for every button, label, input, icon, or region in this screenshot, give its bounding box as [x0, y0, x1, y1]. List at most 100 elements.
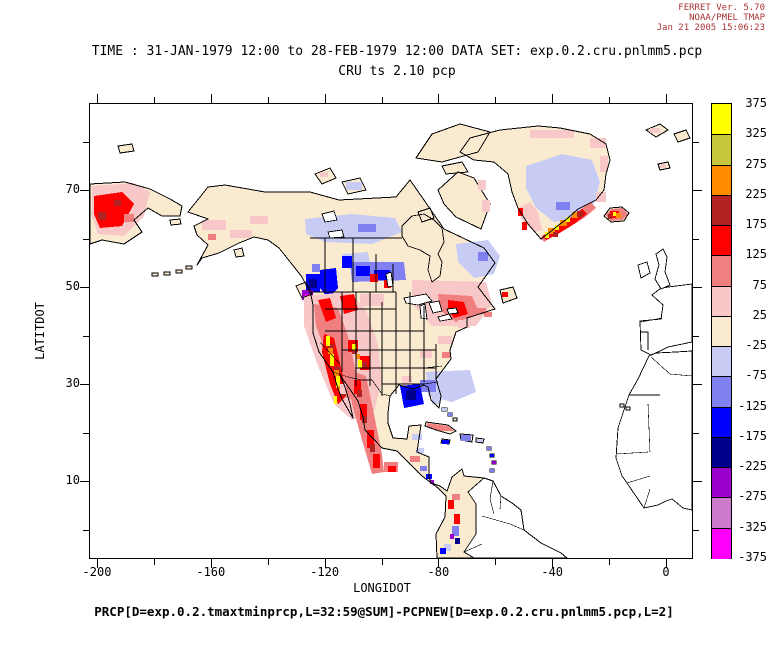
anomaly-greenland — [518, 130, 608, 242]
axis-tick — [83, 335, 89, 337]
colorbar-label: -75 — [745, 368, 767, 383]
y-tick-label: 10 — [65, 473, 80, 487]
colorbar-cell — [712, 104, 731, 135]
x-axis-label: LONGIDOT — [353, 581, 411, 595]
y-tick-label: 70 — [65, 182, 80, 196]
anomaly-colombia — [440, 494, 460, 554]
axis-tick — [97, 559, 98, 568]
anomaly-iceland-positive — [605, 128, 666, 221]
colorbar-label: -325 — [738, 519, 767, 534]
axis-tick — [693, 529, 699, 531]
axis-tick — [83, 141, 89, 143]
colorbar-cell — [712, 376, 731, 408]
colorbar-label: -375 — [738, 550, 767, 564]
anomaly-quebec-positive — [412, 280, 508, 328]
land-coastlines — [89, 123, 691, 559]
colorbar-label: 275 — [745, 156, 767, 171]
axis-tick — [552, 559, 554, 568]
colorbar-label: -175 — [738, 428, 767, 443]
anomaly-mexico-positive — [340, 372, 422, 474]
plot-title: TIME : 31-JAN-1979 12:00 to 28-FEB-1979 … — [91, 44, 703, 59]
x-tick-label: 0 — [662, 565, 670, 579]
axis-tick — [83, 529, 89, 531]
water-bodies — [321, 210, 459, 322]
x-tick-label: -120 — [310, 565, 340, 579]
y-axis-label: LATITDOT — [33, 302, 47, 360]
axis-tick — [80, 481, 89, 482]
axis-tick — [438, 559, 440, 568]
anomaly-alaska — [202, 216, 268, 240]
anomaly-chukotka-positive — [92, 183, 150, 236]
axis-tick — [666, 94, 667, 103]
colorbar-label: -225 — [738, 459, 767, 474]
axis-tick — [693, 238, 699, 240]
axis-tick — [693, 432, 699, 434]
ferret-version-stamp: FERRET Ver. 5.70 NOAA/PMEL TMAP Jan 21 2… — [657, 3, 765, 33]
stamp-version: FERRET Ver. 5.70 — [678, 3, 765, 13]
axis-tick — [267, 97, 269, 103]
colorbar-cell — [712, 285, 731, 317]
colorbar-cell — [712, 406, 731, 438]
axis-tick — [438, 94, 440, 103]
colorbar-cell — [712, 255, 731, 287]
axis-tick — [324, 94, 326, 103]
axis-tick — [609, 559, 611, 565]
plot-subtitle: CRU ts 2.10 pcp — [338, 64, 456, 79]
anomaly-map-svg — [89, 123, 693, 559]
axis-tick — [267, 559, 269, 565]
axis-tick — [693, 141, 699, 143]
axis-tick — [693, 190, 702, 191]
anomaly-caribbean — [427, 408, 496, 472]
x-tick-label: -160 — [196, 565, 226, 579]
axis-tick — [83, 432, 89, 434]
axis-tick — [324, 559, 326, 568]
no-data-land — [463, 248, 693, 559]
colorbar-label: 175 — [745, 217, 767, 232]
colorbar-cell — [712, 467, 731, 499]
y-tick-label: 50 — [65, 279, 80, 293]
colorbar-cell — [712, 164, 731, 196]
axis-tick — [80, 384, 89, 385]
axis-tick — [552, 94, 554, 103]
axis-tick — [153, 97, 155, 103]
x-tick-label: -40 — [541, 565, 564, 579]
colorbar — [711, 103, 732, 559]
colorbar-label: 25 — [752, 307, 767, 322]
stamp-datetime: Jan 21 2005 15:06:23 — [656, 23, 765, 33]
anomaly-labrador-negative — [456, 180, 500, 278]
map-plot-area — [89, 103, 693, 559]
colorbar-label: 125 — [745, 247, 767, 262]
axis-tick — [381, 559, 383, 565]
x-tick-label: -200 — [82, 565, 112, 579]
axis-tick — [97, 94, 98, 103]
axis-tick — [153, 559, 155, 565]
colorbar-cell — [712, 436, 731, 469]
colorbar-cell — [712, 134, 731, 166]
axis-tick — [666, 559, 667, 568]
colorbar-label: 325 — [745, 126, 767, 141]
y-tick-label: 30 — [65, 376, 80, 390]
colorbar-cell — [712, 315, 731, 348]
anomaly-gulf-states-negative — [400, 336, 476, 408]
axis-tick — [693, 481, 702, 482]
axis-tick — [80, 287, 89, 288]
colorbar-cell — [712, 225, 731, 257]
colorbar-cell — [712, 194, 731, 227]
axis-tick — [693, 335, 699, 337]
colorbar-label: 75 — [752, 277, 767, 292]
axis-tick — [693, 384, 702, 385]
colorbar-cell — [712, 527, 731, 559]
variable-expression: PRCP[D=exp.0.2.tmaxtminprcp,L=32:59@SUM]… — [94, 604, 674, 619]
axis-tick — [609, 97, 611, 103]
stamp-organization: NOAA/PMEL TMAP — [689, 13, 765, 23]
axis-tick — [80, 190, 89, 191]
colorbar-label: 225 — [745, 186, 767, 201]
political-borders — [310, 237, 693, 553]
colorbar-cell — [712, 497, 731, 529]
colorbar-label: -275 — [738, 489, 767, 504]
axis-tick — [210, 94, 212, 103]
axis-tick — [210, 559, 212, 568]
coastline-overlay — [89, 125, 630, 559]
axis-tick — [495, 559, 497, 565]
